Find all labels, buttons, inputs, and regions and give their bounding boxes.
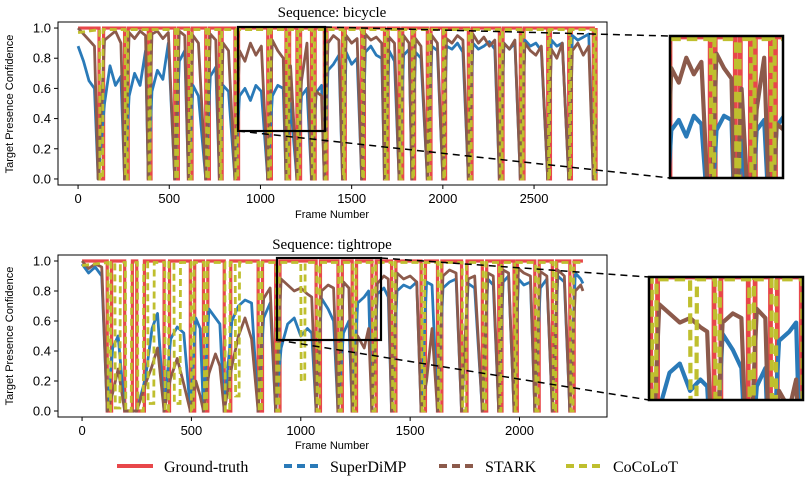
legend-label-cocolot: CoCoLoT (613, 459, 678, 476)
y-tick-label: 0.4 (33, 344, 51, 359)
zoom-connector-top-tightrope (380, 257, 650, 278)
plot-frame-bicycle (57, 21, 608, 186)
x-tick-label: 2000 (505, 423, 534, 438)
x-tick-label: 1000 (286, 423, 315, 438)
y-tick-label: 0.8 (33, 51, 51, 66)
x-tick-label: 2000 (428, 191, 457, 206)
x-ticks-bicycle: 0 500 1000 1500 2000 2500 (74, 185, 549, 206)
y-axis-label-bicycle: Target Presence Confidence (4, 35, 16, 174)
y-ticks-bicycle: 0.0 0.2 0.4 0.6 0.8 1.0 (33, 21, 58, 186)
series-line-cocolot-bicycle (77, 27, 597, 181)
y-tick-label: 0.8 (33, 284, 51, 299)
series-line-stark-tightrope (81, 260, 585, 413)
x-tick-label: 1500 (396, 423, 425, 438)
legend-label-ground-truth: Ground-truth (164, 459, 248, 476)
inset-tightrope (649, 277, 803, 401)
series-line-stark-tightrope-inset (653, 302, 800, 401)
inset-frame-tightrope (647, 275, 805, 402)
legend-item-stark: STARK (439, 459, 537, 476)
zoom-connector-top-bicycle (324, 26, 671, 37)
y-tick-label: 0.6 (33, 314, 51, 329)
y-tick-label: 0.6 (33, 81, 51, 96)
legend-label-superdimp: SuperDiMP (330, 459, 407, 476)
plot-frame-tightrope (57, 254, 608, 418)
plot-area-tightrope (80, 259, 585, 413)
x-tick-label: 1000 (246, 191, 275, 206)
x-tick-label: 1500 (337, 191, 366, 206)
y-tick-label: 0.2 (33, 374, 51, 389)
y-axis-label-tightrope: Target Presence Confidence (4, 267, 16, 406)
chart-title-tightrope: Sequence: tightrope (272, 237, 392, 253)
chart-bicycle: Sequence: bicycle 0.0 0.2 0.4 0.6 0.8 1.0 0 50… (4, 5, 785, 221)
zoom-box-bicycle (236, 25, 327, 133)
legend: Ground-truth SuperDiMP STARK CoCoLoT (117, 459, 678, 476)
y-tick-label: 1.0 (33, 21, 51, 36)
legend-label-stark: STARK (485, 459, 537, 476)
chart-title-bicycle: Sequence: bicycle (278, 5, 387, 21)
x-tick-label: 2500 (520, 191, 549, 206)
inset-frame-bicycle (668, 34, 785, 180)
y-ticks-tightrope: 0.0 0.2 0.4 0.6 0.8 1.0 (33, 254, 58, 419)
series-line-cocolot-tightrope (81, 260, 583, 413)
legend-item-superdimp: SuperDiMP (284, 459, 407, 476)
y-tick-label: 0.0 (33, 171, 51, 186)
x-tick-label: 500 (181, 423, 203, 438)
chart-tightrope: Sequence: tightrope 0.0 0.2 0.4 0.6 0.8 1.0 0… (4, 237, 805, 452)
y-tick-label: 0.0 (33, 404, 51, 419)
legend-item-cocolot: CoCoLoT (566, 459, 678, 476)
legend-item-ground-truth: Ground-truth (117, 459, 248, 476)
y-tick-label: 0.2 (33, 141, 51, 156)
x-tick-label: 500 (158, 191, 180, 206)
x-tick-label: 0 (74, 191, 81, 206)
y-tick-label: 1.0 (33, 254, 51, 269)
series-line-stark-bicycle (77, 27, 598, 181)
zoom-connector-bottom-tightrope (276, 339, 650, 401)
x-axis-label-tightrope: Frame Number (295, 440, 369, 452)
series-line-cocolot-tightrope-inset (649, 277, 803, 401)
series-line-superdimp-tightrope-inset (659, 320, 801, 401)
zoom-connector-bottom-bicycle (237, 130, 671, 179)
plot-area-bicycle (76, 26, 598, 181)
y-tick-label: 0.4 (33, 111, 51, 126)
x-ticks-tightrope: 0 500 1000 1500 2000 (78, 417, 534, 438)
zoom-box-tightrope (275, 256, 383, 342)
x-tick-label: 0 (78, 423, 85, 438)
x-axis-label-bicycle: Frame Number (295, 209, 369, 221)
